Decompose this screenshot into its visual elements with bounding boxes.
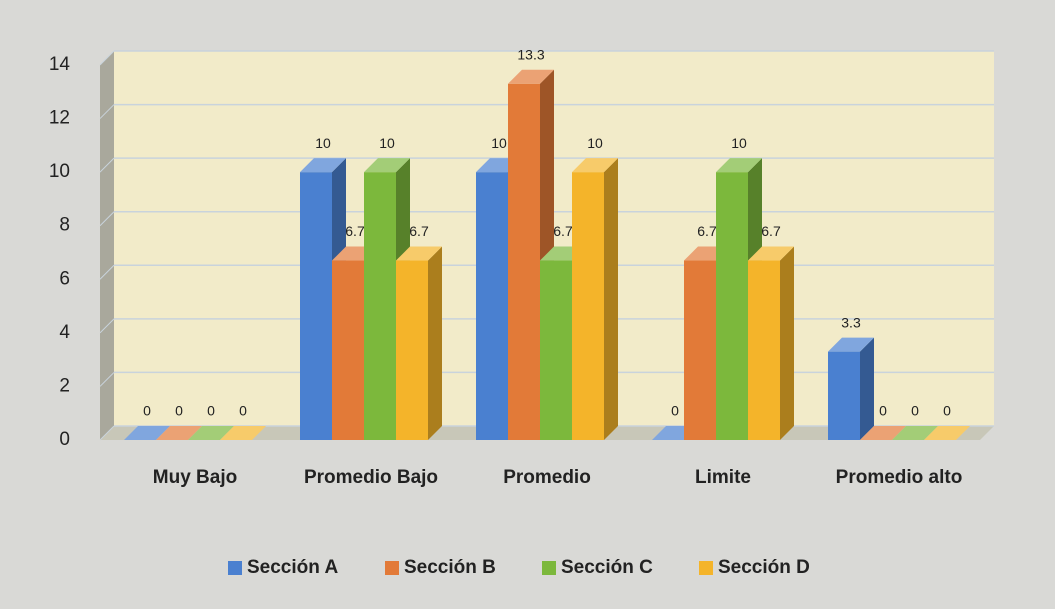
bar-side — [780, 246, 794, 440]
bar-front — [684, 260, 716, 440]
data-label: 10 — [731, 135, 747, 151]
legend-swatch — [385, 561, 399, 575]
bar-front — [396, 260, 428, 440]
grid-line-side — [99, 425, 115, 441]
grid-line-side — [99, 157, 115, 173]
legend-swatch — [699, 561, 713, 575]
y-tick-label: 2 — [59, 375, 70, 396]
legend-label: Sección D — [718, 557, 810, 578]
y-tick-label: 10 — [49, 161, 70, 182]
bar-front — [572, 172, 604, 440]
legend-swatch — [542, 561, 556, 575]
bar-front — [300, 172, 332, 440]
x-tick-label: Muy Bajo — [152, 467, 238, 488]
bar-top — [300, 158, 346, 173]
bar-top — [924, 426, 970, 440]
bar-top — [716, 158, 762, 173]
bar-top — [892, 426, 938, 440]
bar-front — [828, 351, 860, 440]
data-label: 0 — [879, 403, 887, 419]
data-label: 0 — [175, 403, 183, 419]
bar-top — [188, 426, 234, 440]
grid-line-side — [99, 211, 115, 227]
bar-top — [860, 426, 906, 440]
bar-top — [828, 337, 874, 352]
grid-line-side — [99, 318, 115, 334]
data-label: 0 — [943, 403, 951, 419]
data-label: 6.7 — [345, 223, 365, 239]
data-label: 0 — [239, 403, 247, 419]
data-label: 10 — [587, 135, 603, 151]
y-tick-label: 4 — [59, 322, 70, 343]
y-tick-label: 6 — [59, 268, 70, 289]
bar-front — [332, 260, 364, 440]
grid-line-side — [99, 264, 115, 280]
data-label: 3.3 — [841, 314, 861, 330]
bar-top — [508, 69, 554, 84]
data-label: 0 — [911, 403, 919, 419]
data-label: 0 — [671, 403, 679, 419]
bar-top — [220, 426, 266, 440]
y-tick-label: 0 — [59, 429, 70, 450]
bar-top — [396, 246, 442, 261]
data-label: 10 — [379, 135, 395, 151]
legend-label: Sección B — [404, 557, 496, 578]
data-label: 0 — [143, 403, 151, 419]
bar-front — [508, 83, 540, 440]
x-tick-label: Promedio alto — [835, 467, 963, 488]
data-label: 0 — [207, 403, 215, 419]
grid-line-side — [99, 50, 115, 66]
x-tick-label: Promedio Bajo — [303, 467, 439, 488]
y-tick-label: 8 — [59, 215, 70, 236]
bar-front — [716, 172, 748, 440]
data-label: 6.7 — [697, 223, 717, 239]
grid-line-side — [99, 372, 115, 387]
x-tick-label: Limite — [695, 467, 751, 488]
legend-label: Sección C — [561, 557, 653, 578]
bar-top — [156, 426, 202, 440]
x-tick-label: Promedio — [503, 467, 591, 488]
y-tick-label: 12 — [49, 108, 70, 129]
data-label: 13.3 — [517, 46, 544, 62]
bar-side — [860, 337, 874, 440]
legend-swatch — [228, 561, 242, 575]
y-tick-label: 14 — [49, 54, 71, 75]
data-label: 6.7 — [761, 223, 781, 239]
bar-top — [748, 246, 794, 261]
data-label: 10 — [491, 135, 507, 151]
bar-top — [364, 158, 410, 173]
data-label: 10 — [315, 135, 331, 151]
data-label: 6.7 — [553, 223, 573, 239]
bar-side — [428, 246, 442, 440]
data-label: 6.7 — [409, 223, 429, 239]
bar-top — [124, 426, 170, 440]
legend-label: Sección A — [247, 557, 338, 578]
bar-front — [476, 172, 508, 440]
bar-front — [540, 260, 572, 440]
side-wall — [100, 51, 114, 440]
bar-front — [748, 260, 780, 440]
bar-top — [572, 158, 618, 173]
bar-front — [364, 172, 396, 440]
grid-line-side — [99, 104, 115, 119]
bar-side — [604, 158, 618, 440]
